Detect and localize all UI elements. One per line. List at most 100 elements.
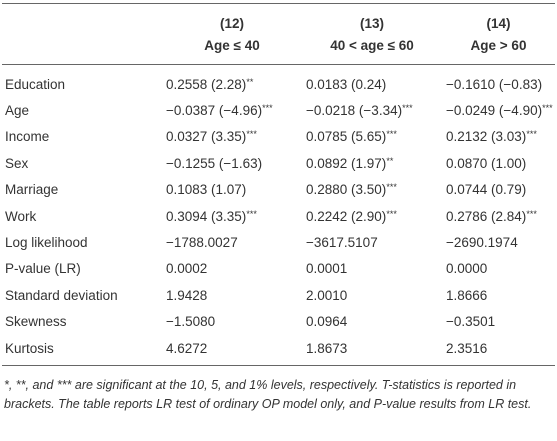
cell-value: 0.0002 [166, 261, 208, 277]
table-cell: 1.8673 [302, 334, 442, 367]
table-cell: 0.0892 (1.97)** [302, 150, 442, 176]
row-label: Standard deviation [5, 287, 118, 303]
significance-mark: *** [246, 208, 257, 219]
cell-value: 0.0785 (5.65) [306, 129, 387, 145]
column-label: 40 < age ≤ 60 [302, 34, 442, 65]
table-row: Income 0.0327 (3.35)*** 0.0785 (5.65)*** 0.… [2, 124, 555, 150]
table-cell: −0.0249 (−4.90)*** [442, 97, 555, 123]
table-cell: 2.0010 [302, 282, 442, 308]
table-row: P-value (LR) 0.0002 0.0001 0.0000 [2, 256, 555, 282]
row-label: Marriage [5, 182, 59, 198]
cell-value: 4.6272 [166, 340, 208, 356]
cell-value: 0.2558 (2.28) [166, 76, 247, 92]
significance-mark: *** [246, 129, 257, 140]
cell-value: −3617.5107 [306, 235, 378, 251]
significance-mark: *** [526, 129, 537, 140]
cell-value: 0.0183 (0.24) [306, 76, 387, 92]
significance-mark: *** [526, 208, 537, 219]
cell-value: 1.8666 [446, 287, 488, 303]
significance-mark: *** [402, 103, 413, 114]
table-cell: 0.0744 (0.79) [442, 177, 555, 203]
cell-value: −0.3501 [446, 314, 496, 330]
table-row: Marriage 0.1083 (1.07) 0.2880 (3.50)*** 0.0… [2, 177, 555, 203]
table-cell: 0.2786 (2.84)*** [442, 203, 555, 229]
cell-value: −1788.0027 [166, 235, 238, 251]
table-row: Standard deviation 1.9428 2.0010 1.8666 [2, 282, 555, 308]
table-cell: 0.0327 (3.35)*** [162, 124, 302, 150]
cell-value: −0.1610 (−0.83) [446, 76, 543, 92]
row-label: Education [5, 76, 66, 92]
table-cell: −1.5080 [162, 309, 302, 335]
row-label: Income [5, 129, 50, 145]
cell-value: 1.9428 [166, 287, 208, 303]
cell-value: 0.0001 [306, 261, 348, 277]
cell-value: 0.0892 (1.97) [306, 155, 387, 171]
significance-mark: *** [386, 208, 397, 219]
row-label: Kurtosis [2, 334, 162, 367]
column-label: Age > 60 [442, 34, 555, 65]
column-number: (13) [302, 3, 442, 34]
cell-value: −1.5080 [166, 314, 216, 330]
page: (12) (13) (14) Age ≤ 40 40 < age ≤ 60 Age > … [0, 3, 557, 441]
table-cell: 0.2880 (3.50)*** [302, 177, 442, 203]
table-cell: −3617.5107 [302, 229, 442, 255]
row-label: Skewness [5, 314, 67, 330]
table-row: Skewness −1.5080 0.0964 −0.3501 [2, 309, 555, 335]
table-cell: −0.0387 (−4.96)*** [162, 97, 302, 123]
table-cell: 0.2558 (2.28)** [162, 65, 302, 98]
cell-value: 0.2786 (2.84) [446, 208, 527, 224]
table-row: Log likelihood −1788.0027 −3617.5107 −2690.… [2, 229, 555, 255]
cell-value: 0.1083 (1.07) [166, 182, 247, 198]
cell-value: 0.0870 (1.00) [446, 155, 527, 171]
footnote: *, **, and *** are significant at the 10… [4, 378, 532, 412]
table-header: (12) (13) (14) Age ≤ 40 40 < age ≤ 60 Age > … [2, 3, 555, 65]
row-label: Sex [5, 155, 29, 171]
table-cell: 0.0183 (0.24) [302, 65, 442, 98]
cell-value: 2.3516 [446, 340, 488, 356]
row-label: Log likelihood [5, 235, 88, 251]
table-cell: 4.6272 [162, 334, 302, 367]
row-label: P-value (LR) [5, 261, 81, 277]
cell-value: 0.0327 (3.35) [166, 129, 247, 145]
table-row: Work 0.3094 (3.35)*** 0.2242 (2.90)*** 0.27… [2, 203, 555, 229]
cell-value: 0.0964 [306, 314, 348, 330]
significance-mark: *** [386, 182, 397, 193]
cell-value: −0.1255 (−1.63) [166, 155, 263, 171]
header-row: Age ≤ 40 40 < age ≤ 60 Age > 60 [2, 34, 555, 65]
header-row: (12) (13) (14) [2, 3, 555, 34]
column-number: (14) [442, 3, 555, 34]
cell-value: 0.0744 (0.79) [446, 182, 527, 198]
table-cell: 0.2132 (3.03)*** [442, 124, 555, 150]
row-label: Age [5, 103, 30, 119]
cell-value: 0.0000 [446, 261, 488, 277]
table-cell: −1788.0027 [162, 229, 302, 255]
table-body: Education 0.2558 (2.28)** 0.0183 (0.24) −0.… [2, 65, 555, 367]
table-cell: −0.1610 (−0.83) [442, 65, 555, 98]
cell-value: −0.0387 (−4.96) [166, 103, 263, 119]
table-cell: 0.0964 [302, 309, 442, 335]
column-label: Age ≤ 40 [162, 34, 302, 65]
row-label: Work [5, 208, 37, 224]
table-row: Kurtosis 4.6272 1.8673 2.3516 [2, 334, 555, 367]
significance-mark: *** [386, 129, 397, 140]
table-row: Education 0.2558 (2.28)** 0.0183 (0.24) −0.… [2, 65, 555, 98]
column-number: (12) [162, 3, 302, 34]
table-cell: 0.1083 (1.07) [162, 177, 302, 203]
cell-value: 0.2132 (3.03) [446, 129, 527, 145]
significance-mark: *** [262, 103, 273, 114]
cell-value: 0.2242 (2.90) [306, 208, 387, 224]
table-cell: 0.0870 (1.00) [442, 150, 555, 176]
table-cell: 1.8666 [442, 282, 555, 308]
table-cell: 2.3516 [442, 334, 555, 367]
results-table: (12) (13) (14) Age ≤ 40 40 < age ≤ 60 Age > … [2, 3, 555, 367]
cell-value: 2.0010 [306, 287, 348, 303]
significance-mark: *** [542, 103, 553, 114]
cell-value: −2690.1974 [446, 235, 518, 251]
cell-value: 1.8673 [306, 340, 348, 356]
table-cell: 0.0000 [442, 256, 555, 282]
table-cell: 0.0001 [302, 256, 442, 282]
table-cell: 0.0002 [162, 256, 302, 282]
table-cell: −0.3501 [442, 309, 555, 335]
cell-value: −0.0218 (−3.34) [306, 103, 403, 119]
cell-value: 0.3094 (3.35) [166, 208, 247, 224]
